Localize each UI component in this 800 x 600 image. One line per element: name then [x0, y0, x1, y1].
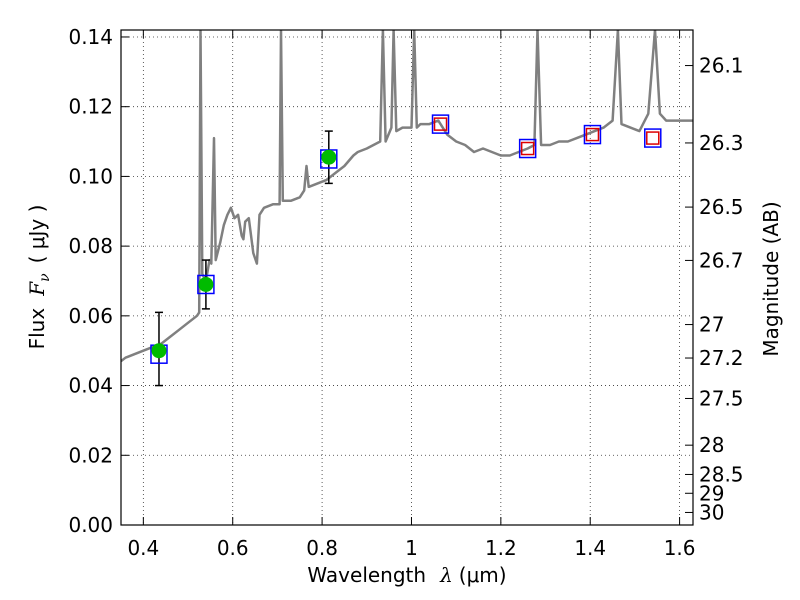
observed-circle-marker [198, 276, 214, 292]
magnitude-tick-label: 28.5 [699, 462, 744, 486]
y-axis-ticks: 0.00 0.02 0.04 0.06 0.08 0.10 0.12 0.14 [68, 25, 129, 537]
magnitude-tick-label: 26.5 [699, 195, 744, 219]
magnitude-tick-label: 28 [699, 433, 724, 457]
magnitude-tick-label: 27.5 [699, 386, 744, 410]
magnitude-tick-label: 29 [699, 481, 724, 505]
magnitude-tick-label: 30 [699, 500, 724, 524]
magnitude-tick-label: 26.7 [699, 248, 744, 272]
plot-frame [120, 29, 694, 526]
magnitude-tick-label: 26.3 [699, 131, 744, 155]
y-tick-label: 0.10 [68, 164, 113, 188]
y-tick-label: 0.14 [68, 25, 113, 49]
y-tick-label: 0.06 [68, 304, 113, 328]
observed-circle-marker [321, 149, 337, 165]
spectrum-line [121, 30, 693, 363]
observed-circle-marker [151, 343, 167, 359]
y-axis-label-word: Flux [25, 308, 49, 350]
y-tick-label: 0.00 [68, 513, 113, 537]
upper-limit-marker [585, 127, 600, 142]
magnitude-tick-label: 26.1 [699, 54, 744, 78]
y-axis-label-symbol: F [25, 281, 49, 297]
magnitude-tick-label: 27.2 [699, 346, 744, 370]
upper-limit-marker [433, 117, 448, 131]
magnitude-axis-label: Magnitude (AB) [759, 201, 783, 356]
upper-limit-marker [646, 131, 660, 145]
model-square-marker [197, 274, 215, 295]
y-tick-label: 0.02 [68, 443, 113, 467]
y-tick-label: 0.04 [68, 374, 113, 398]
x-axis-label-symbol: λ [439, 563, 453, 587]
x-tick-label: 1 [405, 536, 418, 560]
spectrum-layer [121, 30, 693, 363]
photometry-layer [150, 114, 662, 387]
x-axis-label-word: Wavelength [307, 563, 426, 587]
upper-limit-marker [520, 141, 535, 156]
y-axis-label-unit: ( μJy ) [25, 205, 49, 264]
y-axis-label-subscript: ν [37, 273, 53, 282]
x-tick-label: 1.4 [574, 536, 606, 560]
x-axis-ticks: 0.4 0.6 0.8 1 1.2 1.4 1.6 [127, 30, 696, 560]
x-tick-label: 0.8 [306, 536, 338, 560]
x-axis-label-unit: (μm) [459, 563, 507, 587]
x-tick-label: 0.4 [127, 536, 159, 560]
model-square-marker [583, 124, 602, 145]
y-tick-label: 0.08 [68, 234, 113, 258]
x-tick-label: 1.6 [664, 536, 696, 560]
y-tick-label: 0.12 [68, 95, 113, 119]
model-square-marker [431, 114, 450, 134]
model-square-marker [644, 128, 662, 148]
model-square-marker [518, 138, 537, 159]
y-axis-label: Flux Fν ( μJy ) [25, 205, 53, 350]
x-tick-label: 0.6 [217, 536, 249, 560]
x-axis-label: Wavelength λ (μm) [307, 563, 506, 587]
magnitude-tick-label: 27 [699, 313, 724, 337]
x-tick-label: 1.2 [485, 536, 517, 560]
